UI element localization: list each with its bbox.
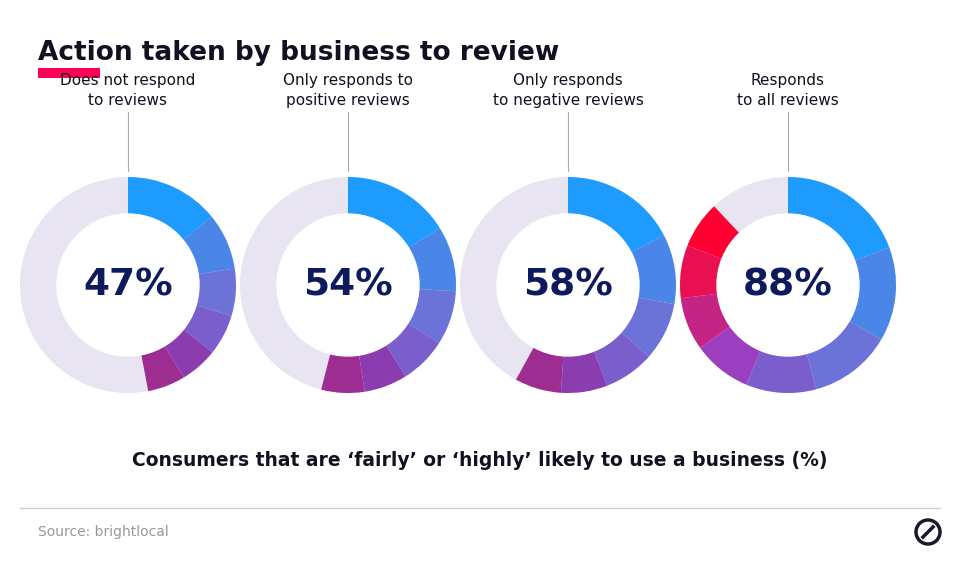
Wedge shape — [460, 177, 676, 393]
Wedge shape — [408, 228, 456, 291]
Text: 88%: 88% — [743, 267, 833, 303]
Wedge shape — [700, 326, 760, 385]
Wedge shape — [408, 289, 456, 343]
Bar — [38, 68, 100, 78]
Text: Action taken by business to review: Action taken by business to review — [38, 40, 560, 66]
Wedge shape — [20, 177, 236, 393]
Wedge shape — [322, 354, 365, 393]
Wedge shape — [196, 268, 236, 316]
Wedge shape — [561, 351, 608, 393]
Wedge shape — [165, 329, 212, 377]
Wedge shape — [681, 294, 731, 348]
Circle shape — [717, 214, 859, 356]
Circle shape — [497, 214, 639, 356]
Wedge shape — [594, 332, 649, 386]
Wedge shape — [680, 177, 896, 393]
Wedge shape — [788, 177, 889, 260]
Circle shape — [277, 214, 419, 356]
Text: 54%: 54% — [303, 267, 393, 303]
Wedge shape — [183, 217, 235, 274]
Circle shape — [57, 214, 199, 356]
Wedge shape — [746, 351, 816, 393]
Wedge shape — [359, 345, 406, 392]
Text: Only responds to
positive reviews: Only responds to positive reviews — [283, 72, 413, 108]
Text: 58%: 58% — [523, 267, 612, 303]
Wedge shape — [128, 177, 211, 240]
Wedge shape — [621, 298, 674, 357]
Text: Responds
to all reviews: Responds to all reviews — [737, 72, 839, 108]
Wedge shape — [348, 177, 440, 248]
Wedge shape — [568, 177, 664, 253]
Text: Does not respond
to reviews: Does not respond to reviews — [60, 72, 196, 108]
Wedge shape — [183, 306, 231, 352]
Wedge shape — [516, 347, 564, 393]
Wedge shape — [680, 246, 722, 298]
Wedge shape — [806, 321, 881, 389]
Text: Only responds
to negative reviews: Only responds to negative reviews — [492, 72, 643, 108]
Text: 47%: 47% — [84, 267, 173, 303]
Wedge shape — [850, 247, 896, 340]
Wedge shape — [141, 346, 183, 391]
Text: Consumers that are ‘fairly’ or ‘highly’ likely to use a business (%): Consumers that are ‘fairly’ or ‘highly’ … — [132, 450, 828, 470]
Wedge shape — [240, 177, 456, 393]
Text: Source: brightlocal: Source: brightlocal — [38, 525, 169, 539]
Wedge shape — [386, 323, 439, 376]
Wedge shape — [631, 235, 676, 304]
Wedge shape — [687, 206, 739, 259]
